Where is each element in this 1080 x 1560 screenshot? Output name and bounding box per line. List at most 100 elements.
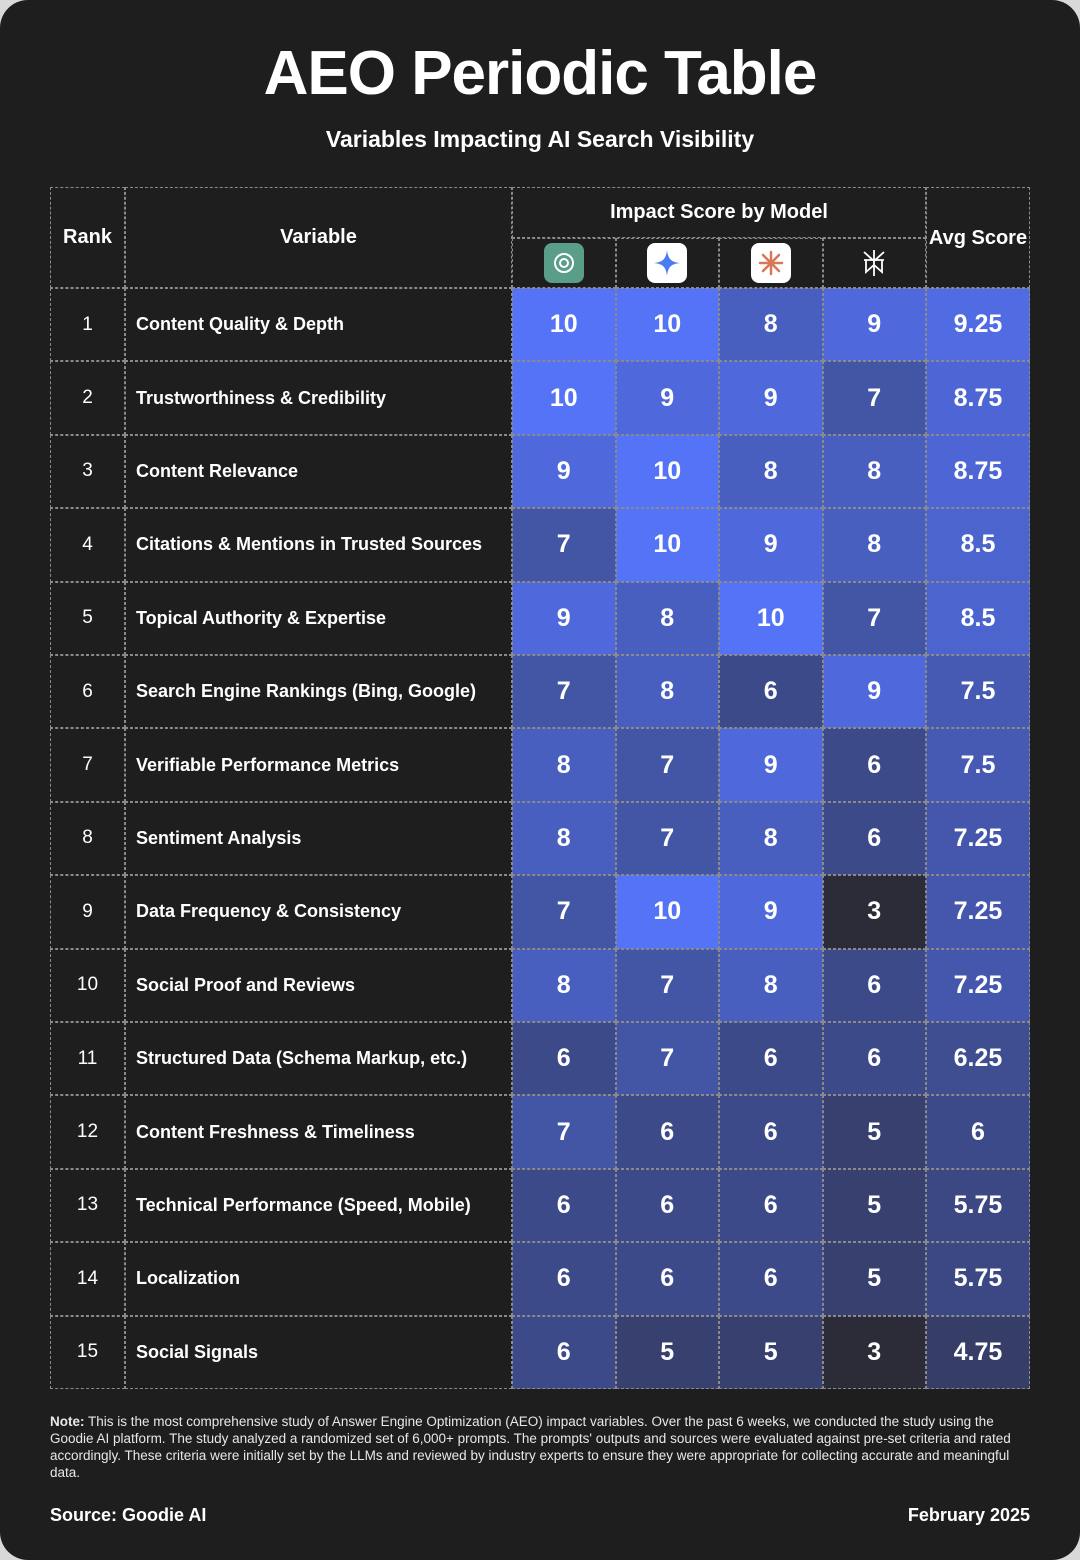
model-score: 7 — [512, 1095, 616, 1169]
icon-part — [863, 250, 885, 276]
variable: Sentiment Analysis — [125, 801, 512, 876]
icon-part — [750, 243, 791, 283]
rank: 14 — [50, 1242, 125, 1316]
avg-score: 4.75 — [926, 1315, 1030, 1389]
model-score: 7 — [615, 801, 719, 876]
model-score: 8 — [512, 801, 616, 876]
model-score: 9 — [822, 655, 926, 729]
icon-part — [654, 250, 681, 276]
model-score: 8 — [719, 288, 823, 362]
model-score: 6 — [512, 1242, 616, 1316]
model-score: 10 — [512, 288, 616, 362]
model-icon — [822, 238, 926, 288]
avg-score: 6.25 — [926, 1022, 1030, 1096]
model-score: 5 — [822, 1242, 926, 1316]
model-score: 6 — [719, 1022, 823, 1096]
model-icon — [512, 238, 616, 288]
model-score: 6 — [719, 1168, 823, 1243]
model-score: 9 — [719, 728, 823, 802]
model-score: 9 — [822, 288, 926, 362]
avg-score: 7.25 — [926, 948, 1030, 1022]
model-score: 6 — [615, 1242, 719, 1316]
model-score: 6 — [822, 1022, 926, 1096]
model-score: 6 — [512, 1022, 616, 1096]
rank: 6 — [50, 655, 125, 729]
model-score: 6 — [512, 1168, 616, 1243]
model-score: 6 — [822, 948, 926, 1022]
icon-part — [758, 250, 783, 276]
model-score: 10 — [615, 875, 719, 949]
model-score: 6 — [719, 1095, 823, 1169]
avg-score: 7.5 — [926, 728, 1030, 802]
variable: Content Freshness & Timeliness — [125, 1095, 512, 1169]
model-score: 8 — [615, 655, 719, 729]
rank: 5 — [50, 581, 125, 655]
model-score: 7 — [512, 875, 616, 949]
model-score: 10 — [615, 288, 719, 362]
model-score: 9 — [719, 361, 823, 435]
model-score: 7 — [822, 581, 926, 655]
model-score: 10 — [719, 581, 823, 655]
model-score: 9 — [719, 875, 823, 949]
title: AEO Periodic Table — [263, 39, 818, 108]
avg-score: 9.25 — [926, 288, 1030, 362]
variable: Social Proof and Reviews — [125, 948, 512, 1022]
source: Source: Goodie AI — [50, 1505, 207, 1525]
model-score: 8 — [822, 434, 926, 509]
icon-part — [654, 250, 681, 276]
header-avg: Avg Score — [926, 187, 1030, 288]
rank: 13 — [50, 1168, 125, 1243]
rank: 3 — [50, 434, 125, 509]
variable: Content Relevance — [125, 434, 512, 509]
avg-score: 8.75 — [926, 361, 1030, 435]
avg-score: 6 — [926, 1095, 1030, 1169]
model-score: 5 — [822, 1095, 926, 1169]
header-models: Impact Score by Model — [512, 187, 926, 238]
model-score: 7 — [822, 361, 926, 435]
avg-score: 8.5 — [926, 581, 1030, 655]
model-score: 8 — [719, 801, 823, 876]
model-score: 7 — [512, 508, 616, 582]
note-label: Note: — [50, 1414, 85, 1429]
note: Note: This is the most comprehensive stu… — [50, 1413, 1035, 1481]
avg-score: 7.25 — [926, 875, 1030, 949]
model-score: 6 — [822, 801, 926, 876]
variable: Content Quality & Depth — [125, 288, 512, 362]
icon-part — [558, 258, 569, 268]
model-icon — [719, 238, 823, 288]
model-icon — [615, 238, 719, 288]
rank: 9 — [50, 875, 125, 949]
model-score: 5 — [615, 1315, 719, 1389]
avg-score: 5.75 — [926, 1242, 1030, 1316]
model-score: 8 — [719, 434, 823, 509]
variable: Structured Data (Schema Markup, etc.) — [125, 1022, 512, 1096]
model-score: 5 — [822, 1168, 926, 1243]
icon-part — [543, 243, 584, 283]
model-score: 6 — [512, 1315, 616, 1389]
model-score: 6 — [719, 655, 823, 729]
variable: Citations & Mentions in Trusted Sources — [125, 508, 512, 582]
model-score: 5 — [719, 1315, 823, 1389]
subtitle: Variables Impacting AI Search Visibility — [325, 126, 755, 152]
model-score: 3 — [822, 1315, 926, 1389]
rank: 15 — [50, 1315, 125, 1389]
model-score: 8 — [512, 948, 616, 1022]
model-score: 7 — [615, 1022, 719, 1096]
model-score: 6 — [615, 1095, 719, 1169]
icon-part — [647, 243, 688, 283]
avg-score: 8.75 — [926, 434, 1030, 509]
variable: Social Signals — [125, 1315, 512, 1389]
model-score: 8 — [719, 948, 823, 1022]
variable: Search Engine Rankings (Bing, Google) — [125, 655, 512, 729]
variable: Topical Authority & Expertise — [125, 581, 512, 655]
variable: Data Frequency & Consistency — [125, 875, 512, 949]
date: February 2025 — [907, 1505, 1030, 1525]
icon-part — [863, 250, 885, 276]
variable: Localization — [125, 1242, 512, 1316]
model-score: 8 — [822, 508, 926, 582]
rank: 10 — [50, 948, 125, 1022]
variable: Technical Performance (Speed, Mobile) — [125, 1168, 512, 1243]
icon-part — [761, 253, 780, 273]
model-score: 8 — [615, 581, 719, 655]
